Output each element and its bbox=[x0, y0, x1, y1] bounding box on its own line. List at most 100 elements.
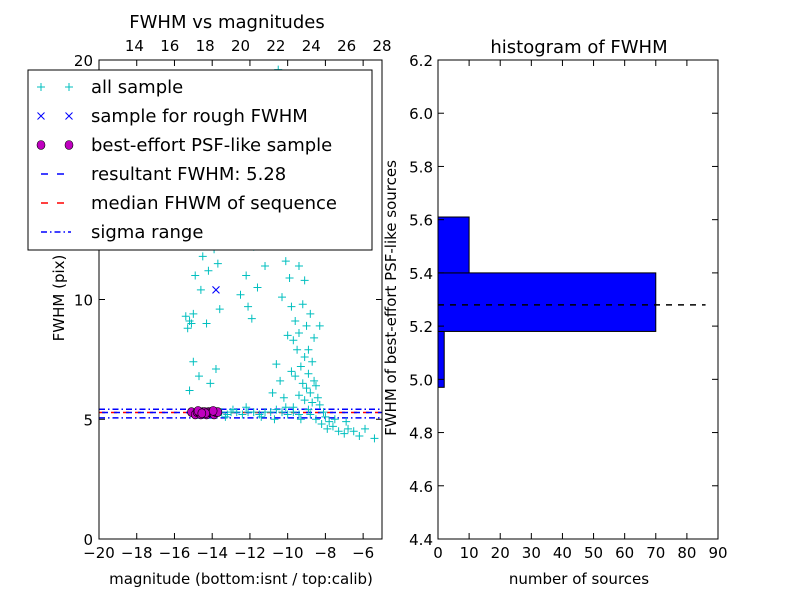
histogram-x-tick-label: 80 bbox=[677, 544, 696, 562]
all-sample-point bbox=[291, 372, 300, 381]
scatter-x-tick-label: −10 bbox=[272, 544, 304, 562]
all-sample-point bbox=[189, 309, 198, 318]
all-sample-point bbox=[198, 252, 207, 261]
histogram-x-tick-label: 10 bbox=[460, 544, 479, 562]
histogram-chart: histogram of FWHM 0 10 20 30 40 50 60 70 80 90 4.… bbox=[382, 37, 728, 588]
all-sample-point bbox=[191, 271, 200, 280]
all-sample-point bbox=[196, 285, 205, 294]
rough-sample-point bbox=[212, 286, 220, 294]
all-sample-point bbox=[298, 379, 307, 388]
all-sample-point bbox=[281, 403, 290, 412]
all-sample-point bbox=[300, 276, 309, 285]
all-sample-point bbox=[294, 391, 303, 400]
scatter-y-ticks: 0 5 10 bbox=[74, 292, 382, 549]
legend-label-best-effort: best-effort PSF-like sample bbox=[91, 135, 332, 156]
all-sample-point bbox=[300, 352, 309, 361]
all-sample-point bbox=[242, 403, 251, 412]
all-sample-point bbox=[261, 261, 270, 270]
all-sample-point bbox=[283, 331, 292, 340]
all-sample-point bbox=[236, 290, 245, 299]
all-sample-point bbox=[306, 410, 315, 419]
legend-label-rough-sample: sample for rough FWHM bbox=[91, 106, 308, 127]
histogram-y-tick-label: 6.2 bbox=[409, 52, 433, 70]
legend-label-all-sample: all sample bbox=[91, 77, 183, 98]
histogram-x-tick-label: 20 bbox=[491, 544, 510, 562]
all-sample-point bbox=[325, 417, 334, 426]
histogram-y-tick-label: 5.2 bbox=[409, 318, 433, 336]
all-sample-point bbox=[340, 429, 349, 438]
scatter-legend: all sample sample for rough FWHM best-ef… bbox=[27, 69, 373, 251]
scatter-reference-lines bbox=[99, 408, 382, 419]
all-sample-point bbox=[317, 420, 326, 429]
all-sample-point bbox=[247, 314, 256, 323]
all-sample-point bbox=[294, 410, 303, 419]
all-sample-point bbox=[323, 424, 332, 433]
all-sample-point bbox=[181, 312, 190, 321]
all-sample-point bbox=[289, 408, 298, 417]
histogram-y-tick-label: 6.0 bbox=[409, 105, 433, 123]
histogram-ylabel: FWHM of best-effort PSF-like sources bbox=[382, 160, 400, 436]
legend-markers bbox=[36, 83, 74, 233]
scatter-y-tick-label: 0 bbox=[83, 531, 93, 549]
all-sample-point bbox=[289, 336, 298, 345]
scatter-top-x-tick-label: 26 bbox=[337, 37, 356, 55]
all-sample-point bbox=[249, 408, 258, 417]
all-sample-point bbox=[304, 345, 313, 354]
scatter-top-x-tick-label: 24 bbox=[302, 37, 321, 55]
all-sample-point bbox=[304, 369, 313, 378]
all-sample-point bbox=[311, 415, 320, 424]
all-sample-point bbox=[206, 379, 215, 388]
all-sample-point bbox=[349, 427, 358, 436]
all-sample-point bbox=[242, 271, 251, 280]
scatter-x-tick-label: −18 bbox=[121, 544, 153, 562]
best-effort-point bbox=[208, 406, 218, 416]
all-sample-point bbox=[272, 360, 281, 369]
all-sample-point bbox=[296, 362, 305, 371]
all-sample-point bbox=[215, 305, 224, 314]
histogram-x-ticks: 0 10 20 30 40 50 60 70 80 90 bbox=[433, 60, 728, 562]
all-sample-point bbox=[278, 408, 287, 417]
all-sample-point bbox=[268, 388, 277, 397]
legend-marker-best-effort bbox=[64, 140, 74, 150]
all-sample-point bbox=[302, 321, 311, 330]
histogram-y-tick-label: 5.6 bbox=[409, 212, 433, 230]
all-sample-point bbox=[283, 410, 292, 419]
all-sample-point bbox=[287, 302, 296, 311]
all-sample-point bbox=[183, 324, 192, 333]
histogram-y-tick-label: 4.6 bbox=[409, 478, 433, 496]
all-sample-point bbox=[221, 412, 230, 421]
scatter-top-x-tick-label: 22 bbox=[266, 37, 285, 55]
all-sample-point bbox=[310, 333, 319, 342]
histogram-x-tick-label: 70 bbox=[646, 544, 665, 562]
legend-label-resultant: resultant FWHM: 5.28 bbox=[91, 164, 286, 185]
histogram-x-tick-label: 40 bbox=[553, 544, 572, 562]
scatter-top-ticks: 14 16 18 20 22 24 26 28 bbox=[125, 37, 392, 55]
all-sample-point bbox=[272, 405, 281, 414]
all-sample-point bbox=[361, 424, 370, 433]
all-sample-point bbox=[187, 319, 196, 328]
all-sample-point bbox=[300, 396, 309, 405]
histogram-y-tick-label: 5.8 bbox=[409, 158, 433, 176]
scatter-y-tick-label: 5 bbox=[83, 411, 93, 429]
legend-label-sigma: sigma range bbox=[91, 222, 203, 243]
all-sample-point bbox=[244, 302, 253, 311]
all-sample-point bbox=[189, 357, 198, 366]
all-sample-point bbox=[344, 424, 353, 433]
legend-label-median: median FHWM of sequence bbox=[91, 193, 337, 214]
all-sample-point bbox=[342, 417, 351, 426]
all-sample-point bbox=[294, 329, 303, 338]
histogram-x-tick-label: 90 bbox=[708, 544, 727, 562]
legend-marker-all-sample bbox=[37, 83, 45, 91]
scatter-x-tick-label: −8 bbox=[314, 544, 336, 562]
all-sample-point bbox=[213, 259, 222, 268]
all-sample-point bbox=[330, 415, 339, 424]
all-sample-point bbox=[211, 364, 220, 373]
scatter-x-tick-label: −14 bbox=[196, 544, 228, 562]
scatter-x-tick-label: −6 bbox=[352, 544, 374, 562]
scatter-title: FWHM vs magnitudes bbox=[129, 12, 324, 33]
all-sample-point bbox=[306, 309, 315, 318]
scatter-xlabel: magnitude (bottom:isnt / top:calib) bbox=[109, 570, 373, 588]
all-sample-point bbox=[257, 412, 266, 421]
histogram-y-tick-label: 4.8 bbox=[409, 425, 433, 443]
all-sample-point bbox=[334, 427, 343, 436]
